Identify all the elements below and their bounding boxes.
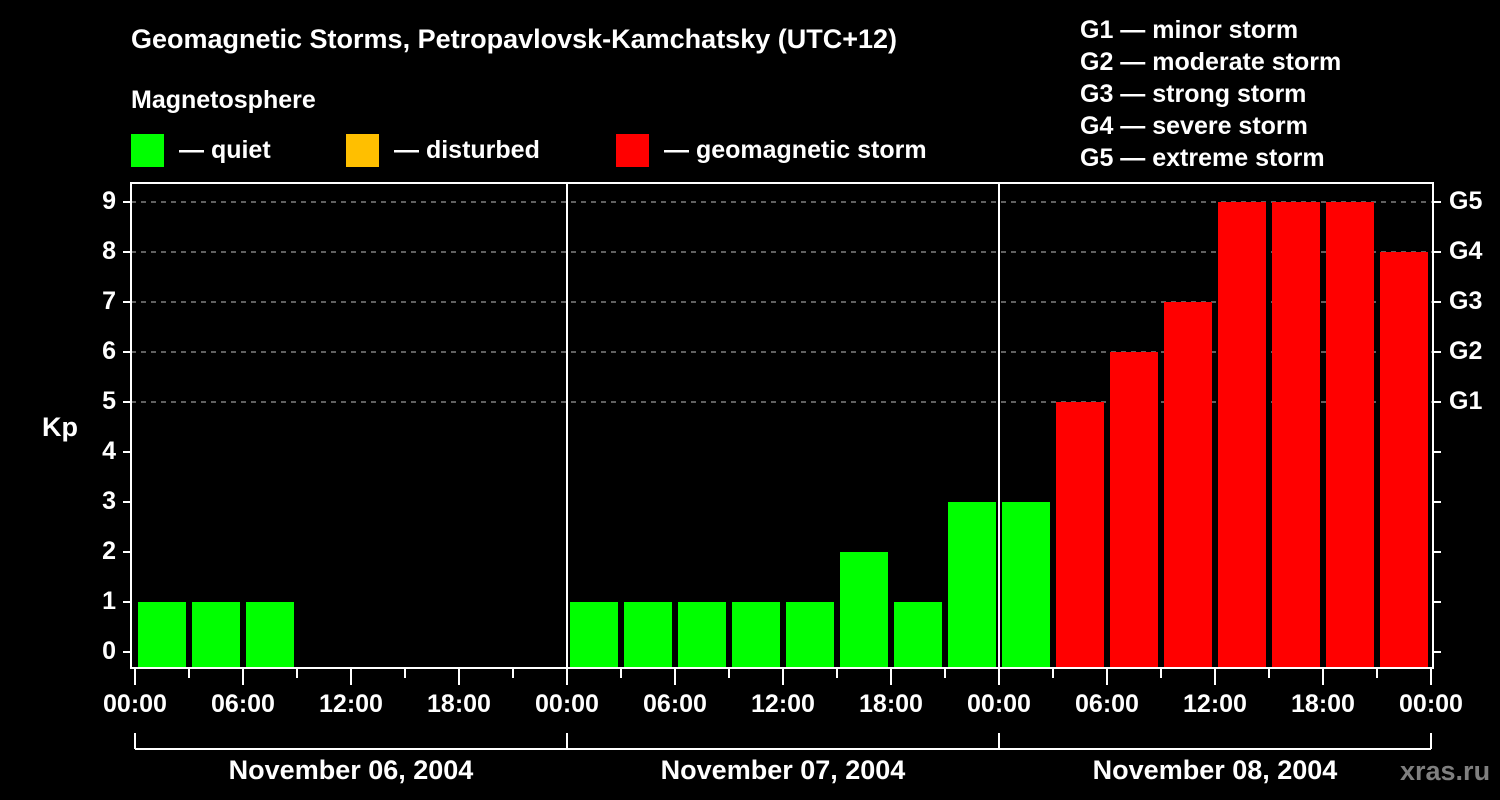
g-tick-label: G4 xyxy=(1449,237,1483,265)
storm-swatch-icon xyxy=(616,134,649,167)
g-scale-item: G3 — strong storm xyxy=(1080,80,1307,108)
x-tick-label: 12:00 xyxy=(319,690,383,718)
kp-bar xyxy=(1380,252,1428,667)
legend-subtitle: Magnetosphere xyxy=(131,86,316,114)
x-tick-label: 06:00 xyxy=(211,690,275,718)
kp-bar xyxy=(624,602,672,667)
x-tick-label: 06:00 xyxy=(643,690,707,718)
g-scale-item: G1 — minor storm xyxy=(1080,16,1299,44)
date-label: November 07, 2004 xyxy=(660,755,906,785)
x-tick-label: 18:00 xyxy=(859,690,923,718)
date-label: November 08, 2004 xyxy=(1092,755,1338,785)
legend-quiet-label: — quiet xyxy=(179,136,271,164)
kp-bar xyxy=(732,602,780,667)
quiet-swatch-icon xyxy=(131,134,164,167)
kp-bar xyxy=(570,602,618,667)
kp-bar xyxy=(246,602,294,667)
y-tick-label: 7 xyxy=(102,287,116,315)
y-tick-label: 8 xyxy=(102,237,116,265)
kp-bar xyxy=(1272,202,1320,667)
kp-bar xyxy=(678,602,726,667)
kp-bar xyxy=(840,552,888,667)
date-label: November 06, 2004 xyxy=(228,755,474,785)
legend-storm-label: — geomagnetic storm xyxy=(664,136,927,164)
kp-bar xyxy=(1110,352,1158,667)
x-tick-label: 12:00 xyxy=(1183,690,1247,718)
x-tick-label: 00:00 xyxy=(1399,690,1463,718)
legend-quiet: — quiet xyxy=(131,134,271,167)
y-tick-label: 5 xyxy=(102,387,116,415)
kp-bar xyxy=(1056,402,1104,667)
x-tick-label: 18:00 xyxy=(1291,690,1355,718)
y-tick-label: 9 xyxy=(102,187,116,215)
g-scale-legend: G1 — minor storm G2 — moderate storm G3 … xyxy=(1080,14,1341,174)
y-tick-label: 0 xyxy=(102,637,116,665)
kp-bar xyxy=(786,602,834,667)
x-tick-label: 12:00 xyxy=(751,690,815,718)
g-tick-label: G2 xyxy=(1449,337,1483,365)
g-tick-label: G1 xyxy=(1449,387,1483,415)
legend-disturbed-label: — disturbed xyxy=(394,136,540,164)
kp-bar xyxy=(894,602,942,667)
g-tick-label: G3 xyxy=(1449,287,1483,315)
y-tick-label: 1 xyxy=(102,587,116,615)
g-scale-item: G4 — severe storm xyxy=(1080,112,1308,140)
watermark: xras.ru xyxy=(1400,756,1491,786)
kp-bar xyxy=(138,602,186,667)
y-tick-label: 3 xyxy=(102,487,116,515)
kp-bar xyxy=(192,602,240,667)
kp-bar xyxy=(1002,502,1050,667)
g-scale-item: G5 — extreme storm xyxy=(1080,144,1325,172)
x-tick-label: 00:00 xyxy=(967,690,1031,718)
y-tick-label: 6 xyxy=(102,337,116,365)
kp-bar xyxy=(1326,202,1374,667)
g-tick-label: G5 xyxy=(1449,187,1483,215)
disturbed-swatch-icon xyxy=(346,134,379,167)
x-tick-label: 18:00 xyxy=(427,690,491,718)
g-scale-item: G2 — moderate storm xyxy=(1080,48,1342,76)
y-tick-label: 2 xyxy=(102,537,116,565)
x-tick-label: 06:00 xyxy=(1075,690,1139,718)
x-tick-label: 00:00 xyxy=(103,690,167,718)
y-axis-label: Kp xyxy=(42,412,78,442)
legend-storm: — geomagnetic storm xyxy=(616,134,927,167)
y-tick-label: 4 xyxy=(102,437,116,465)
kp-bar xyxy=(1164,302,1212,667)
chart-title: Geomagnetic Storms, Petropavlovsk-Kamcha… xyxy=(131,24,898,54)
x-tick-label: 00:00 xyxy=(535,690,599,718)
kp-bar xyxy=(1218,202,1266,667)
kp-bar xyxy=(948,502,996,667)
legend-disturbed: — disturbed xyxy=(346,134,540,167)
